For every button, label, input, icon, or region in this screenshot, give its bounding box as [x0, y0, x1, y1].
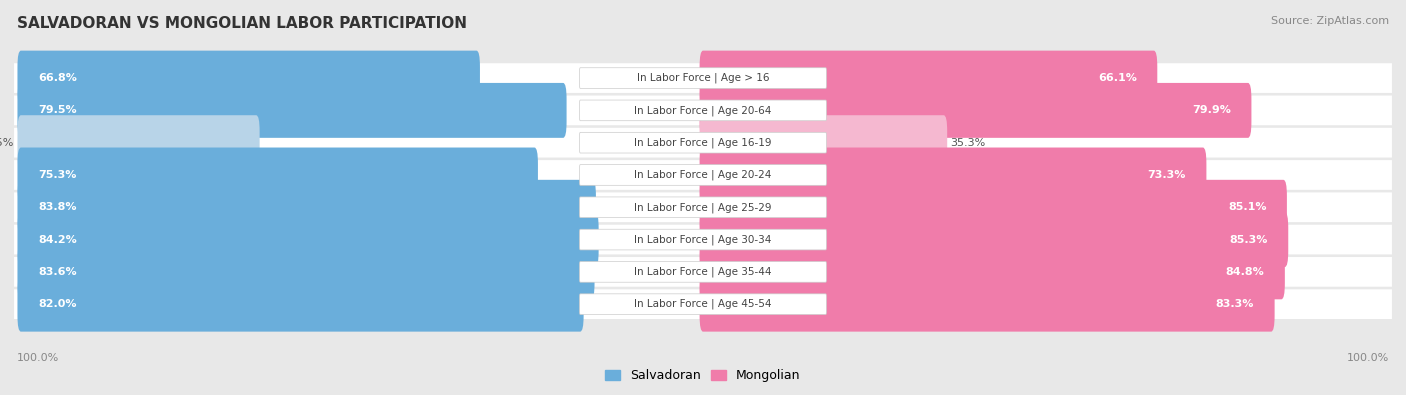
- FancyBboxPatch shape: [579, 197, 827, 218]
- FancyBboxPatch shape: [17, 245, 595, 299]
- Text: 75.3%: 75.3%: [38, 170, 76, 180]
- Text: 83.3%: 83.3%: [1216, 299, 1254, 309]
- FancyBboxPatch shape: [17, 180, 596, 235]
- Text: 83.8%: 83.8%: [38, 202, 76, 212]
- Text: 83.6%: 83.6%: [38, 267, 76, 277]
- FancyBboxPatch shape: [14, 192, 1392, 222]
- Text: 84.8%: 84.8%: [1226, 267, 1264, 277]
- FancyBboxPatch shape: [17, 115, 260, 170]
- FancyBboxPatch shape: [579, 229, 827, 250]
- FancyBboxPatch shape: [700, 147, 1206, 202]
- FancyBboxPatch shape: [17, 212, 599, 267]
- Text: 79.5%: 79.5%: [38, 105, 76, 115]
- FancyBboxPatch shape: [700, 212, 1288, 267]
- FancyBboxPatch shape: [14, 225, 1392, 254]
- FancyBboxPatch shape: [700, 245, 1285, 299]
- FancyBboxPatch shape: [579, 165, 827, 185]
- FancyBboxPatch shape: [700, 83, 1251, 138]
- Text: 66.1%: 66.1%: [1098, 73, 1137, 83]
- FancyBboxPatch shape: [700, 277, 1275, 332]
- FancyBboxPatch shape: [14, 63, 1392, 93]
- Text: 100.0%: 100.0%: [1347, 354, 1389, 363]
- Text: Source: ZipAtlas.com: Source: ZipAtlas.com: [1271, 16, 1389, 26]
- FancyBboxPatch shape: [14, 289, 1392, 319]
- FancyBboxPatch shape: [17, 51, 479, 105]
- Text: In Labor Force | Age 20-24: In Labor Force | Age 20-24: [634, 170, 772, 180]
- FancyBboxPatch shape: [14, 257, 1392, 287]
- FancyBboxPatch shape: [579, 68, 827, 88]
- Text: 85.1%: 85.1%: [1227, 202, 1267, 212]
- FancyBboxPatch shape: [579, 294, 827, 314]
- FancyBboxPatch shape: [14, 160, 1392, 190]
- Text: 73.3%: 73.3%: [1147, 170, 1185, 180]
- FancyBboxPatch shape: [700, 180, 1286, 235]
- FancyBboxPatch shape: [700, 115, 948, 170]
- Text: 84.2%: 84.2%: [38, 235, 77, 245]
- FancyBboxPatch shape: [17, 83, 567, 138]
- Text: In Labor Force | Age 35-44: In Labor Force | Age 35-44: [634, 267, 772, 277]
- Text: In Labor Force | Age 45-54: In Labor Force | Age 45-54: [634, 299, 772, 309]
- Text: 85.3%: 85.3%: [1229, 235, 1268, 245]
- FancyBboxPatch shape: [579, 100, 827, 121]
- Text: In Labor Force | Age 20-64: In Labor Force | Age 20-64: [634, 105, 772, 116]
- Text: 100.0%: 100.0%: [17, 354, 59, 363]
- FancyBboxPatch shape: [17, 277, 583, 332]
- Text: 34.5%: 34.5%: [0, 138, 14, 148]
- Text: 66.8%: 66.8%: [38, 73, 77, 83]
- FancyBboxPatch shape: [579, 261, 827, 282]
- Text: 82.0%: 82.0%: [38, 299, 76, 309]
- Text: 79.9%: 79.9%: [1192, 105, 1232, 115]
- Text: 35.3%: 35.3%: [950, 138, 986, 148]
- Text: SALVADORAN VS MONGOLIAN LABOR PARTICIPATION: SALVADORAN VS MONGOLIAN LABOR PARTICIPAT…: [17, 16, 467, 31]
- FancyBboxPatch shape: [17, 147, 538, 202]
- FancyBboxPatch shape: [14, 96, 1392, 125]
- FancyBboxPatch shape: [579, 132, 827, 153]
- FancyBboxPatch shape: [14, 128, 1392, 158]
- Text: In Labor Force | Age 30-34: In Labor Force | Age 30-34: [634, 234, 772, 245]
- FancyBboxPatch shape: [700, 51, 1157, 105]
- Text: In Labor Force | Age 25-29: In Labor Force | Age 25-29: [634, 202, 772, 213]
- Text: In Labor Force | Age 16-19: In Labor Force | Age 16-19: [634, 137, 772, 148]
- Text: In Labor Force | Age > 16: In Labor Force | Age > 16: [637, 73, 769, 83]
- Legend: Salvadoran, Mongolian: Salvadoran, Mongolian: [602, 365, 804, 386]
